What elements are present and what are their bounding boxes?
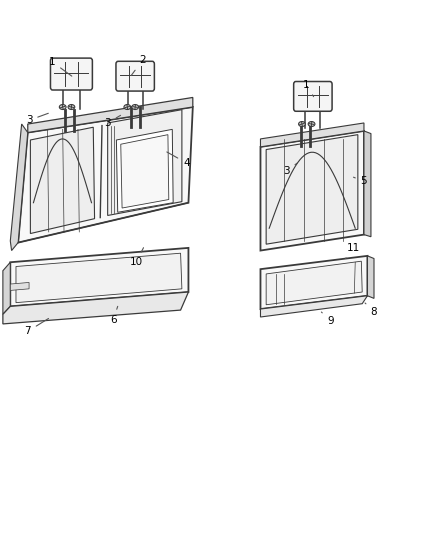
Text: 3: 3 [104, 115, 120, 128]
Polygon shape [261, 131, 364, 251]
FancyBboxPatch shape [116, 61, 154, 91]
Text: 9: 9 [321, 312, 334, 326]
Polygon shape [28, 98, 193, 133]
Text: 11: 11 [346, 243, 360, 259]
Polygon shape [367, 256, 374, 298]
Polygon shape [30, 127, 95, 233]
Ellipse shape [68, 104, 75, 109]
Text: 1: 1 [303, 80, 314, 96]
Polygon shape [266, 261, 362, 305]
Text: 2: 2 [131, 55, 146, 76]
Text: 4: 4 [167, 152, 190, 168]
Polygon shape [261, 296, 367, 317]
Polygon shape [108, 110, 182, 215]
Text: 7: 7 [25, 319, 49, 336]
Ellipse shape [299, 122, 305, 126]
Ellipse shape [59, 104, 66, 109]
Text: 1: 1 [49, 57, 72, 76]
Polygon shape [3, 262, 11, 314]
Text: 3: 3 [283, 163, 297, 176]
Polygon shape [11, 282, 29, 290]
Polygon shape [11, 124, 28, 251]
Text: 3: 3 [26, 114, 48, 125]
Text: 10: 10 [130, 248, 144, 267]
Ellipse shape [124, 104, 131, 109]
Ellipse shape [308, 122, 315, 126]
Polygon shape [117, 130, 173, 212]
Polygon shape [18, 107, 193, 243]
Polygon shape [16, 253, 182, 303]
Polygon shape [3, 292, 188, 324]
Polygon shape [261, 123, 364, 147]
FancyBboxPatch shape [50, 58, 92, 90]
Polygon shape [121, 135, 169, 208]
Polygon shape [266, 135, 358, 244]
Text: 5: 5 [353, 176, 367, 187]
FancyBboxPatch shape [293, 82, 332, 111]
Text: 8: 8 [365, 303, 377, 317]
Ellipse shape [132, 104, 138, 109]
Polygon shape [11, 248, 188, 306]
Polygon shape [364, 131, 371, 237]
Polygon shape [261, 256, 367, 309]
Text: 6: 6 [110, 306, 118, 325]
